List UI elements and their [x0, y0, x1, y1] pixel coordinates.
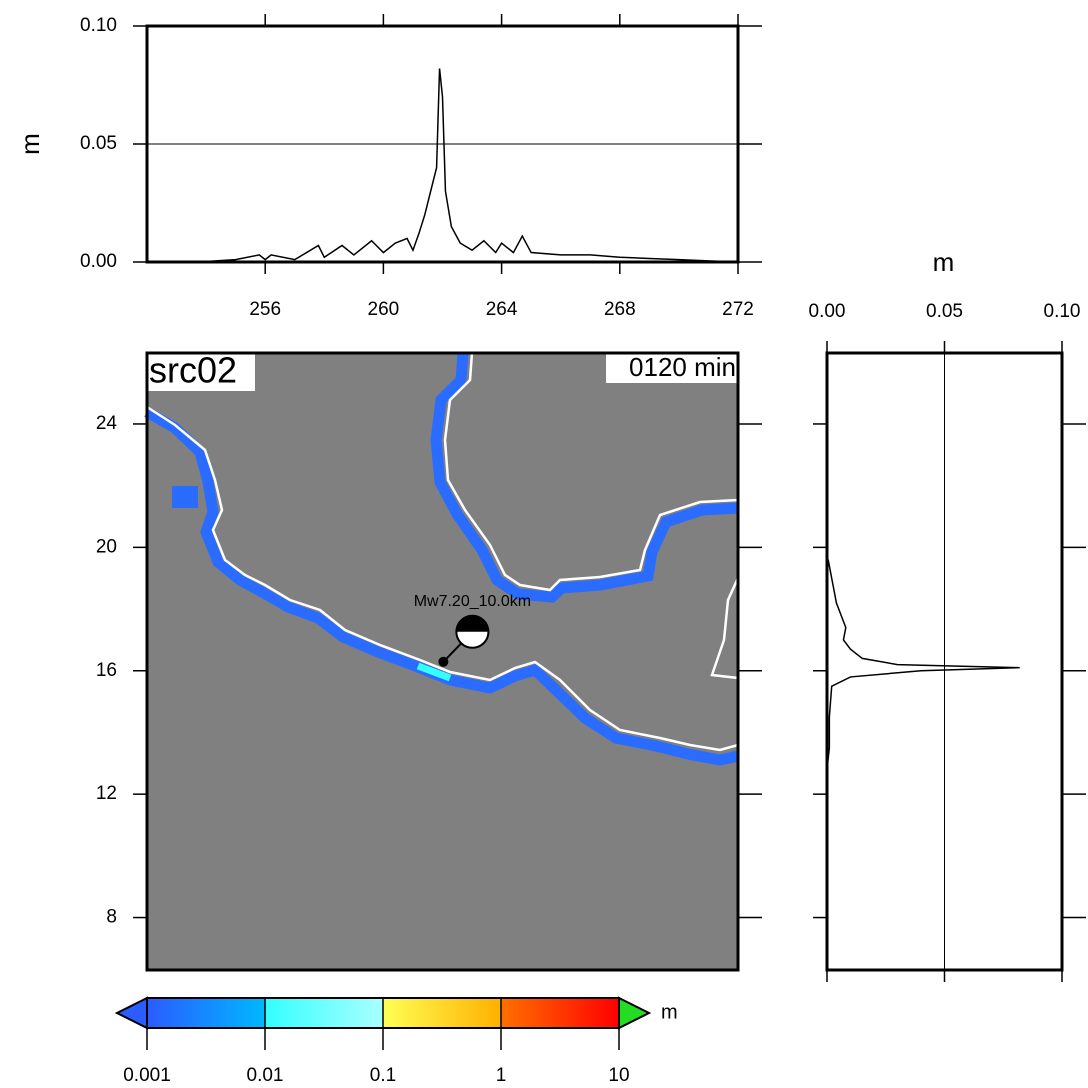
coastline — [710, 577, 740, 680]
under-triangle — [114, 996, 148, 1030]
colorbar-tick-label: 1 — [496, 1065, 507, 1086]
over-triangle — [618, 996, 652, 1030]
wave-band — [144, 407, 740, 766]
x-tick-label: 260 — [368, 299, 400, 320]
x-tick-label: 0.10 — [1044, 301, 1081, 322]
x-tick-label: 264 — [486, 299, 518, 320]
coastline — [146, 405, 739, 752]
source-label: Mw7.20_10.0km — [414, 593, 531, 610]
colorbar-tick-label: 0.1 — [370, 1065, 396, 1086]
time-label: 0120 min — [629, 352, 736, 382]
y-tick-label: 0.00 — [80, 251, 117, 272]
x-tick-label: 256 — [249, 299, 281, 320]
x-axis-label: m — [933, 247, 955, 277]
frame — [145, 24, 740, 264]
map-title: src02 — [149, 350, 237, 391]
y-tick-label: 20 — [96, 536, 117, 557]
frame — [825, 351, 1064, 972]
coastline — [443, 352, 739, 592]
y-axis-label: m — [15, 133, 45, 155]
beachball-quadrant — [456, 615, 489, 632]
y-tick-label: 12 — [96, 783, 117, 804]
y-tick-label: 16 — [96, 660, 117, 681]
line — [826, 559, 1020, 770]
line — [147, 68, 739, 263]
x-tick-label: 0.05 — [926, 301, 963, 322]
frame — [145, 351, 740, 972]
epicenter — [438, 656, 449, 667]
wave-band — [430, 352, 739, 603]
x-tick-label: 272 — [722, 299, 754, 320]
y-tick-label: 8 — [106, 907, 117, 928]
x-tick-label: 268 — [604, 299, 636, 320]
title-box — [147, 353, 255, 391]
x-tick-label: 0.00 — [809, 301, 846, 322]
colorbar-unit: m — [661, 1001, 678, 1023]
y-tick-label: 24 — [96, 413, 118, 434]
wave-band — [172, 486, 198, 508]
colorbar-tick-label: 0.01 — [247, 1065, 284, 1086]
wave-peak — [416, 662, 452, 682]
y-tick-label: 0.05 — [80, 133, 117, 154]
time-box — [606, 353, 738, 383]
y-tick-label: 0.10 — [80, 15, 117, 36]
colorbar-tick-label: 10 — [608, 1065, 629, 1086]
colorbar-tick-label: 0.001 — [123, 1065, 171, 1086]
